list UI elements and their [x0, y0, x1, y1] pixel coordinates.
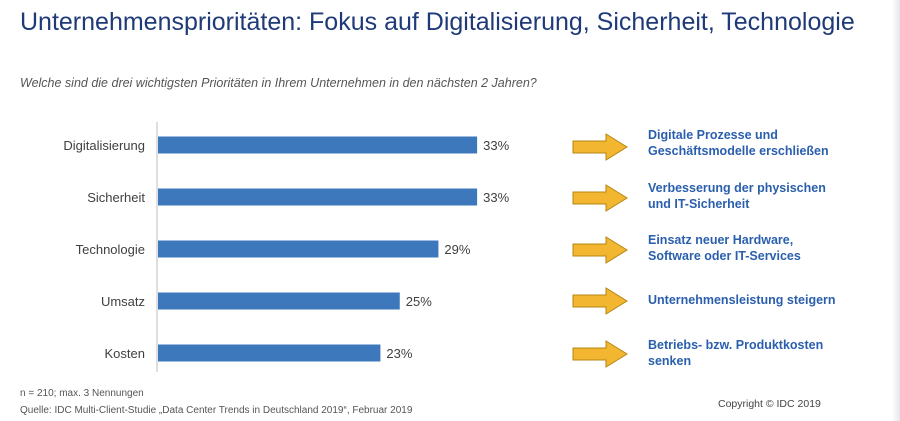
page-title: Unternehmensprioritäten: Fokus auf Digit… [20, 8, 855, 36]
callout-text: Betriebs- bzw. Produktkosten senken [648, 337, 878, 369]
callout-line: Betriebs- bzw. Produktkosten [648, 338, 824, 352]
callout-text: Einsatz neuer Hardware, Software oder IT-… [648, 232, 878, 264]
value-label: 33% [483, 190, 509, 205]
callout-text: Unternehmensleistung steigern [648, 292, 878, 308]
arrow-right-icon [572, 287, 628, 315]
callout-line: Einsatz neuer Hardware, [648, 233, 794, 247]
callout-text: Verbesserung der physischen und IT-Sicher… [648, 180, 878, 212]
page-edge-shadow [892, 0, 900, 421]
category-label: Technologie [76, 242, 145, 257]
copyright: Copyright © IDC 2019 [718, 398, 821, 410]
bar [158, 344, 381, 362]
callout-line: Geschäftsmodelle erschließen [648, 144, 829, 158]
value-label: 23% [386, 346, 412, 361]
bar [158, 240, 439, 258]
callout-line: Software oder IT-Services [648, 249, 801, 263]
category-label: Umsatz [101, 294, 145, 309]
callout-line: Verbesserung der physischen [648, 181, 826, 195]
callout-text: Digitale Prozesse und Geschäftsmodelle er… [648, 127, 878, 159]
callout-line: und IT-Sicherheit [648, 197, 750, 211]
value-label: 33% [483, 138, 509, 153]
arrow-right-icon [572, 133, 628, 161]
chart-question: Welche sind die drei wichtigsten Priorit… [20, 76, 537, 90]
bar [158, 136, 478, 154]
footnote: n = 210; max. 3 Nennungen [20, 388, 144, 399]
category-label: Kosten [105, 346, 145, 361]
bar [158, 188, 478, 206]
category-label: Sicherheit [87, 190, 145, 205]
value-label: 29% [444, 242, 470, 257]
callout-line: Digitale Prozesse und [648, 128, 778, 142]
category-label: Digitalisierung [63, 138, 145, 153]
bar [158, 292, 400, 310]
arrow-right-icon [572, 184, 628, 212]
callout-line: Unternehmensleistung steigern [648, 293, 836, 307]
callout-line: senken [648, 354, 692, 368]
value-label: 25% [406, 294, 432, 309]
arrow-right-icon [572, 236, 628, 264]
source-note: Quelle: IDC Multi-Client-Studie „Data Ce… [20, 405, 413, 416]
arrow-right-icon [572, 340, 628, 368]
